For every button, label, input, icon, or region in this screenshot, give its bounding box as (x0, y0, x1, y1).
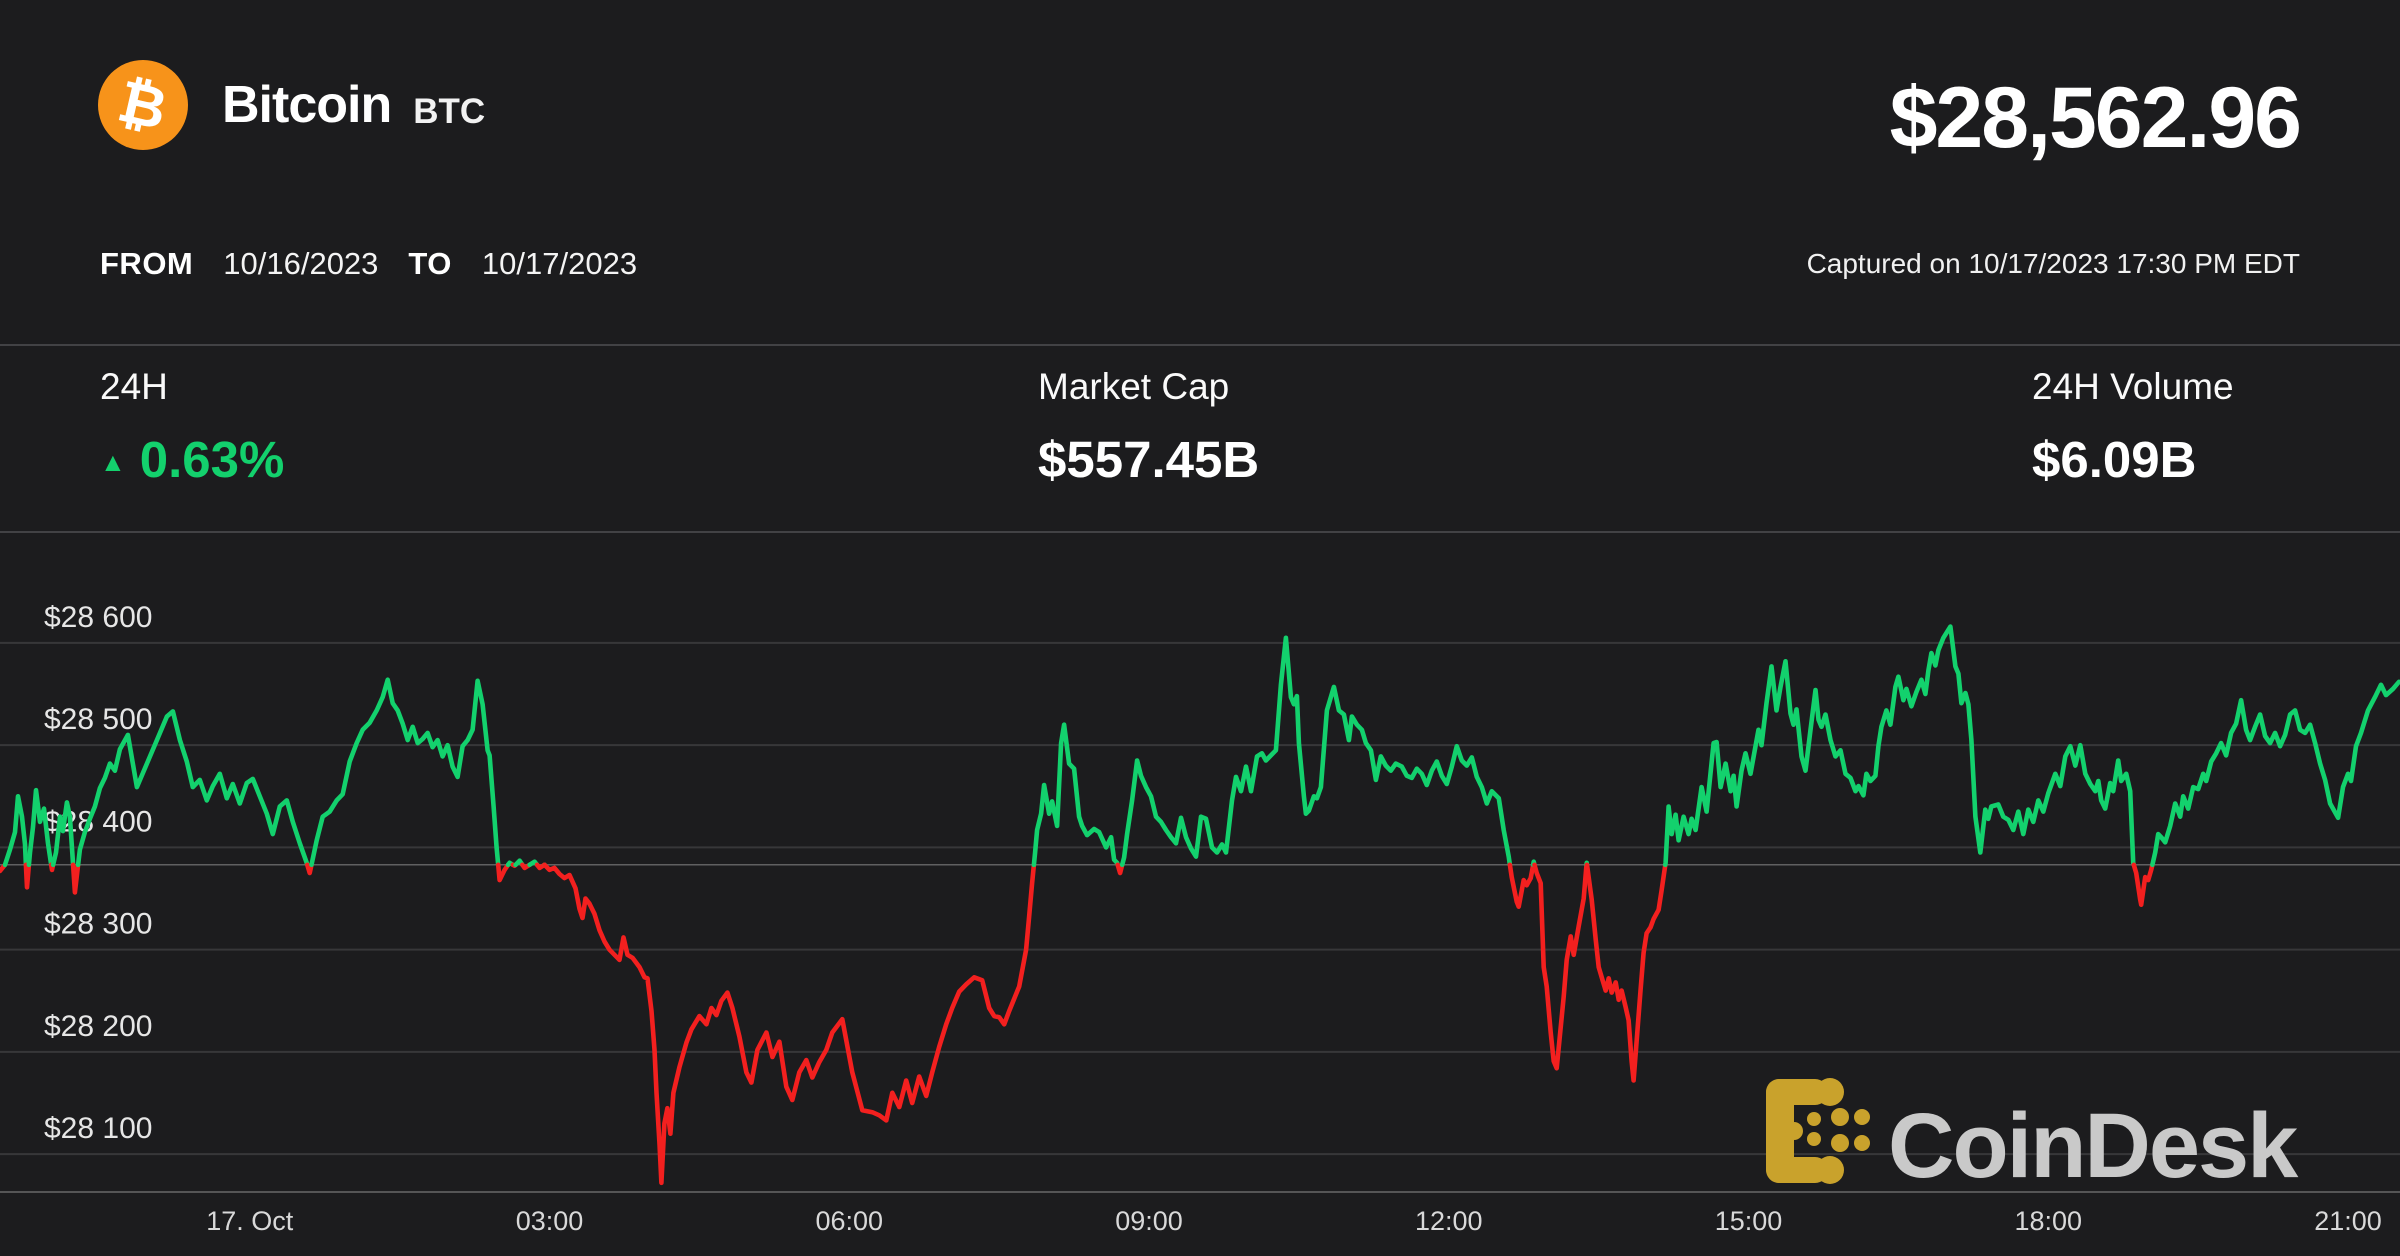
svg-text:$28 100: $28 100 (44, 1112, 152, 1145)
svg-text:06:00: 06:00 (816, 1206, 884, 1236)
coin-name: Bitcoin (222, 76, 392, 134)
header-divider (0, 344, 2400, 346)
volume-label: 24H Volume (2032, 366, 2234, 407)
volume-value: $6.09B (2032, 431, 2197, 488)
price-chart[interactable]: $28 600 $28 500 $28 400 $28 300 $28 200 $28 1… (0, 533, 2400, 1256)
stats-divider (0, 531, 2400, 533)
up-triangle-icon: ▲ (100, 446, 126, 477)
svg-text:$28 600: $28 600 (44, 601, 152, 634)
date-range: FROM 10/16/2023 TO 10/17/2023 (100, 246, 637, 282)
current-price: $28,562.96 (1889, 70, 2302, 166)
to-label: TO (408, 246, 452, 281)
svg-text:$28 500: $28 500 (44, 703, 152, 736)
market-cap-label: Market Cap (1038, 366, 1230, 407)
from-label: FROM (100, 246, 194, 281)
to-date: 10/17/2023 (481, 246, 638, 281)
coin-symbol: BTC (413, 92, 486, 131)
svg-text:12:00: 12:00 (1415, 1206, 1483, 1236)
svg-text:17. Oct: 17. Oct (206, 1206, 294, 1236)
svg-text:21:00: 21:00 (2314, 1206, 2382, 1236)
coindesk-logo: CoinDesk (1766, 1078, 2301, 1197)
change-percent: 0.63% (139, 431, 285, 488)
svg-text:15:00: 15:00 (1715, 1206, 1783, 1236)
svg-text:$28 200: $28 200 (44, 1010, 152, 1043)
svg-text:CoinDesk: CoinDesk (1888, 1095, 2299, 1197)
captured-timestamp: Captured on 10/17/2023 17:30 PM EDT (1806, 248, 2300, 279)
market-cap-value: $557.45B (1038, 431, 1260, 488)
change-value: ▲ 0.63% (100, 430, 284, 489)
svg-text:03:00: 03:00 (516, 1206, 584, 1236)
from-date: 10/16/2023 (223, 246, 379, 281)
bitcoin-logo-icon: ₿ (98, 60, 188, 150)
svg-text:$28 300: $28 300 (44, 908, 152, 941)
price-line-chart-canvas[interactable]: $28 600$28 500$28 400$28 300$28 200$28 1… (0, 533, 2400, 1256)
coin-header: ₿ Bitcoin BTC (98, 60, 485, 150)
bitcoin-b-glyph: ₿ (112, 66, 174, 144)
svg-text:09:00: 09:00 (1115, 1206, 1183, 1236)
change-label: 24H (100, 366, 168, 407)
svg-text:18:00: 18:00 (2015, 1206, 2083, 1236)
